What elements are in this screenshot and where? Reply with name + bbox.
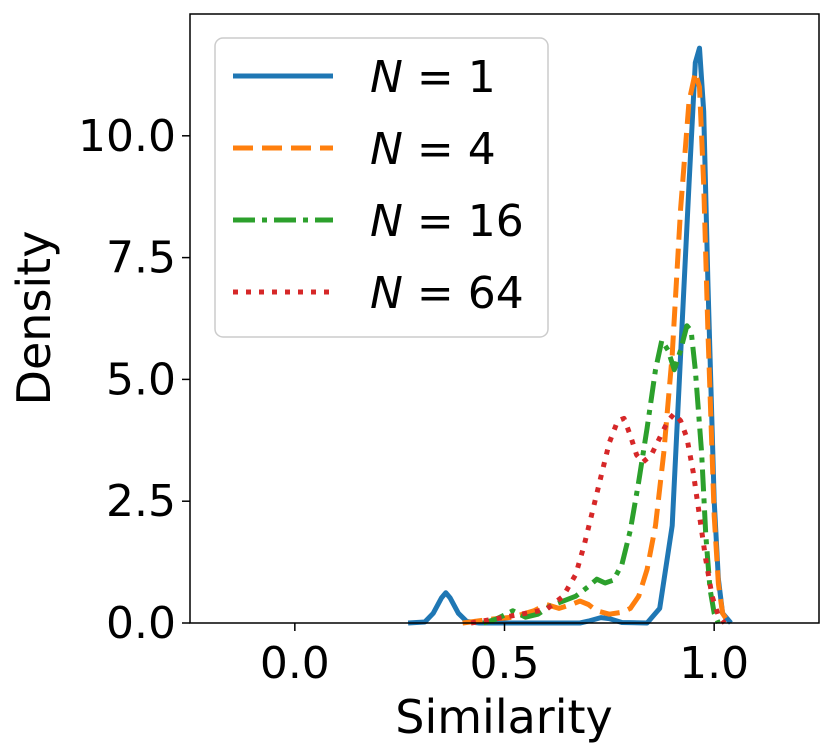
- y-tick-label: 7.5: [106, 233, 176, 284]
- series-layer: [407, 45, 733, 626]
- series-line-3: [470, 411, 727, 626]
- legend-label-0: N = 1: [370, 52, 496, 103]
- series-line-1: [462, 70, 731, 626]
- x-axis: 0.0 0.5 1.0: [260, 623, 749, 689]
- legend-label-3: N = 64: [370, 268, 524, 319]
- x-tick-label: 0.5: [470, 638, 540, 689]
- series-line-2: [482, 323, 721, 626]
- y-axis: 0.0 2.5 5.0 7.5 10.0: [78, 111, 190, 649]
- legend-frame: [214, 37, 549, 338]
- y-axis-label: Density: [7, 231, 61, 406]
- legend: N = 1 N = 4 N = 16 N = 64: [214, 37, 549, 338]
- x-tick-label: 0.0: [260, 638, 330, 689]
- y-tick-label: 10.0: [78, 111, 176, 162]
- x-tick-label: 1.0: [679, 638, 749, 689]
- y-tick-label: 2.5: [106, 476, 176, 527]
- x-axis-label: Similarity: [395, 690, 613, 744]
- y-tick-label: 0.0: [106, 598, 176, 649]
- y-tick-label: 5.0: [106, 354, 176, 405]
- legend-label-2: N = 16: [370, 196, 524, 247]
- legend-label-1: N = 4: [370, 124, 496, 175]
